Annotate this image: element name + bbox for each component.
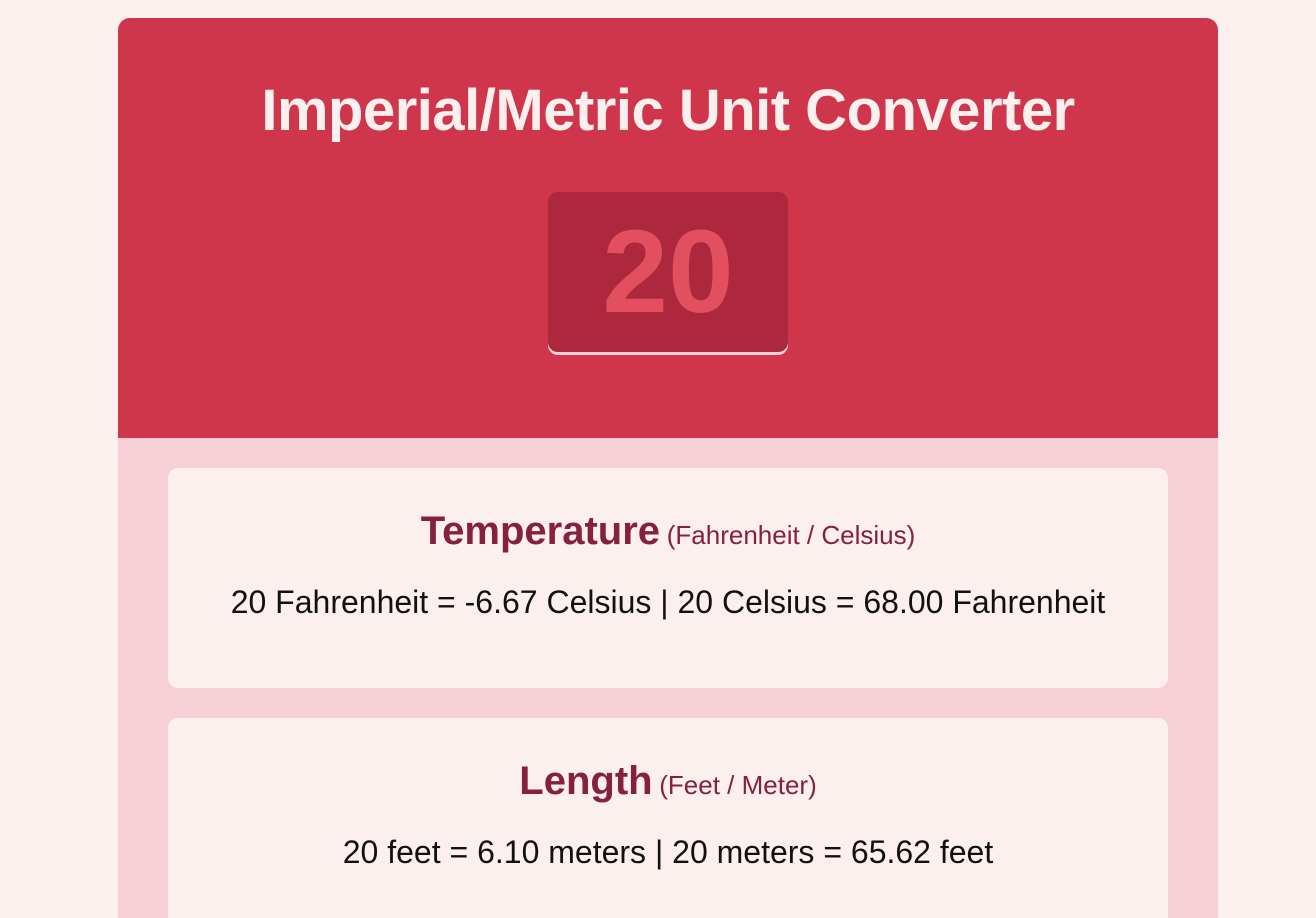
- page-title: Imperial/Metric Unit Converter: [261, 78, 1075, 143]
- temperature-subtitle: (Fahrenheit / Celsius): [666, 520, 916, 550]
- number-input[interactable]: [548, 192, 788, 352]
- length-heading: Length (Feet / Meter): [168, 758, 1168, 810]
- temperature-title: Temperature: [420, 509, 661, 553]
- length-card: Length (Feet / Meter) 20 feet = 6.10 met…: [168, 718, 1168, 918]
- length-title: Length: [519, 759, 653, 803]
- temperature-result: 20 Fahrenheit = -6.67 Celsius | 20 Celsi…: [230, 584, 1106, 620]
- converter-app: Imperial/Metric Unit Converter Temperatu…: [118, 18, 1218, 918]
- length-result: 20 feet = 6.10 meters | 20 meters = 65.6…: [342, 834, 994, 870]
- temperature-card: Temperature (Fahrenheit / Celsius) 20 Fa…: [168, 468, 1168, 688]
- length-subtitle: (Feet / Meter): [659, 770, 817, 800]
- temperature-heading: Temperature (Fahrenheit / Celsius): [168, 508, 1168, 560]
- results-panel: Temperature (Fahrenheit / Celsius) 20 Fa…: [118, 438, 1218, 918]
- header: Imperial/Metric Unit Converter: [118, 18, 1218, 438]
